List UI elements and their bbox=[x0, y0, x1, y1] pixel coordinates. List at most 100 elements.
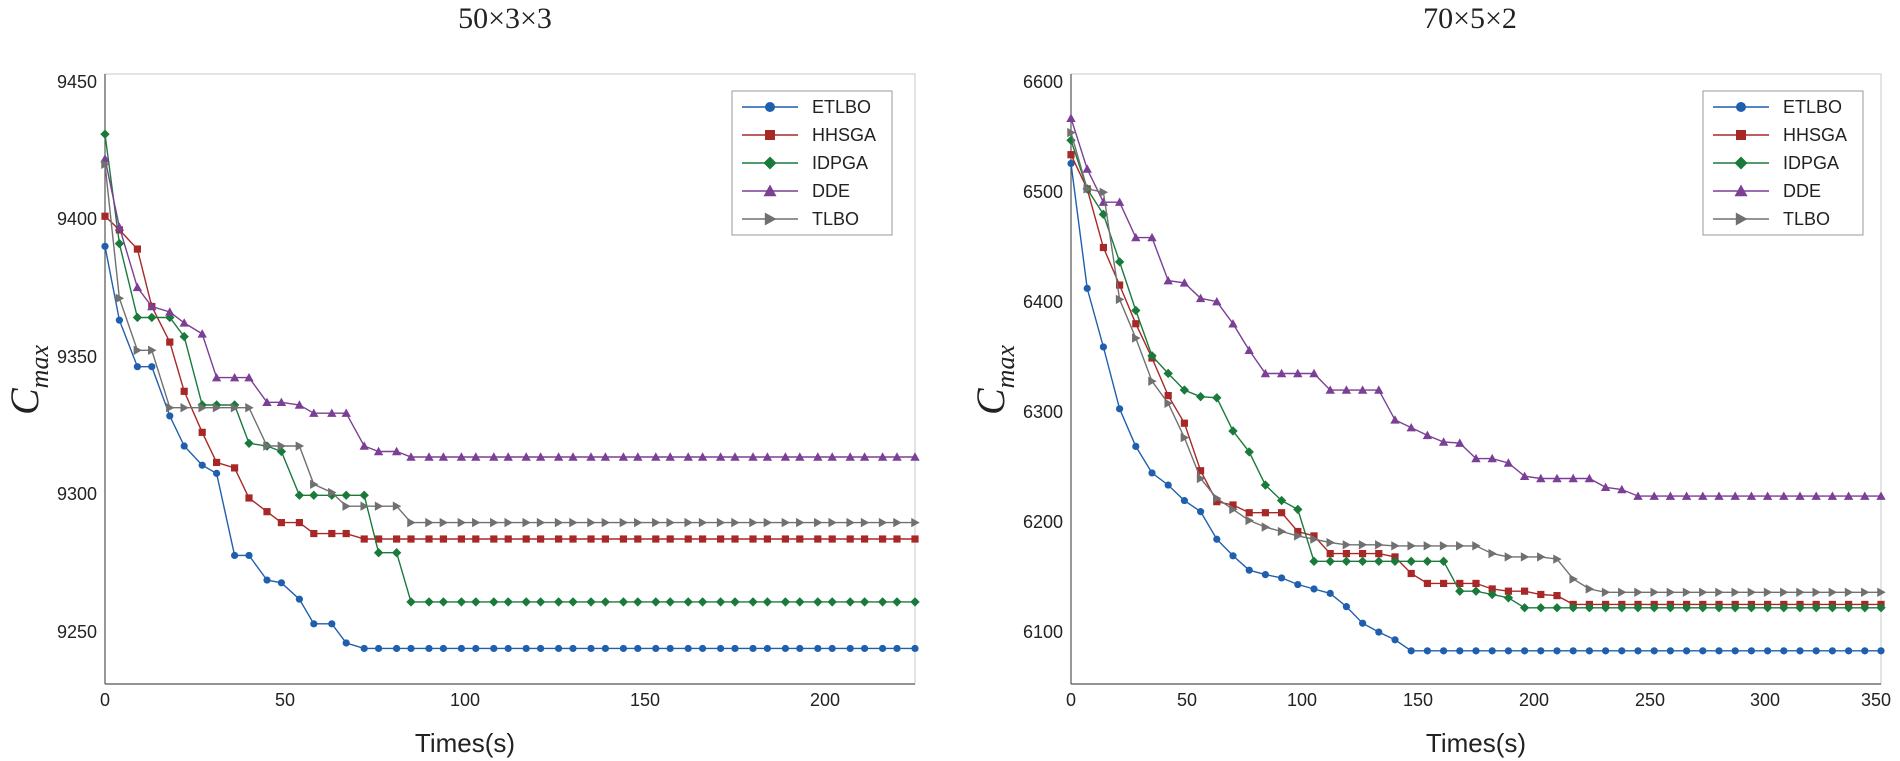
chart-1-series-tlbo-point bbox=[796, 517, 805, 528]
chart-1-series-hhsga-point bbox=[763, 535, 771, 543]
chart-1-series-hhsga-point bbox=[717, 535, 725, 543]
chart-2-series-tlbo-point bbox=[1456, 541, 1465, 551]
chart-2-series-dde-point bbox=[1260, 368, 1271, 378]
chart-2-series-etlbo-point bbox=[1116, 405, 1124, 413]
chart-1-series-etlbo-point bbox=[619, 644, 628, 653]
chart-1-series-dde-point bbox=[877, 452, 888, 461]
chart-1-series-tlbo-point bbox=[101, 159, 110, 169]
chart-1-series-etlbo-point bbox=[245, 551, 253, 560]
chart-1-series-idpga-point bbox=[244, 438, 254, 448]
chart-2-series-idpga-point bbox=[1568, 603, 1578, 613]
chart-2-series-hhsga-point bbox=[1229, 501, 1237, 509]
chart-2-series-dde-point bbox=[1309, 368, 1319, 378]
chart-1-series-idpga-point bbox=[489, 597, 499, 607]
chart-2-series-tlbo-point bbox=[1715, 587, 1724, 597]
chart-1-legend-label-dde: DDE bbox=[812, 181, 850, 201]
chart-1-series-dde-point bbox=[618, 452, 629, 461]
chart-1-series-idpga-point bbox=[553, 597, 564, 607]
chart-2-series-hhsga-point bbox=[1294, 527, 1302, 536]
chart-2-series-dde-point bbox=[1276, 368, 1287, 378]
chart-2-series-dde-point bbox=[1762, 491, 1773, 500]
chart-1-series-idpga-point bbox=[147, 312, 157, 323]
chart-2-series-tlbo-point bbox=[1132, 333, 1141, 343]
chart-1-y-axis-label-main: C bbox=[2, 387, 47, 415]
chart-2-series-etlbo-point bbox=[1780, 647, 1788, 655]
chart-2-series-tlbo-point bbox=[1601, 587, 1611, 597]
chart-2-y-axis-label-sub: max bbox=[991, 345, 1020, 389]
chart-2-series-hhsga-point bbox=[1180, 419, 1188, 427]
chart-1-series-etlbo-point bbox=[684, 644, 692, 653]
chart-1-xtick-150: 150 bbox=[630, 690, 660, 710]
chart-1-series-dde-point bbox=[327, 408, 337, 417]
chart-1-series-dde-point bbox=[827, 452, 837, 461]
chart-1-series-tlbo-point bbox=[148, 345, 157, 355]
chart-2-series-tlbo-point bbox=[1342, 540, 1352, 550]
chart-1-series-etlbo-point bbox=[213, 469, 221, 477]
chart-1-series-tlbo-point bbox=[277, 441, 287, 451]
chart-1-series-tlbo-point bbox=[328, 487, 337, 498]
chart-1-series-tlbo-point bbox=[911, 517, 920, 528]
chart-1-series-dde-point bbox=[535, 452, 546, 461]
chart-2-series-idpga-point bbox=[1698, 603, 1708, 613]
chart-1-series-etlbo-point bbox=[861, 644, 869, 653]
chart-2-series-etlbo-point bbox=[1375, 628, 1383, 636]
chart-2-series-etlbo-point bbox=[1213, 535, 1221, 543]
chart-1-series-tlbo-point bbox=[684, 517, 693, 528]
chart-2-series-idpga bbox=[1066, 135, 1886, 613]
chart-2-series-etlbo-point bbox=[1440, 647, 1448, 655]
chart-2-series-idpga-point bbox=[1714, 603, 1724, 613]
chart-1-series-etlbo-point bbox=[587, 644, 595, 653]
chart-1-series-tlbo-point bbox=[310, 479, 319, 489]
chart-1-series-tlbo-point bbox=[472, 517, 481, 528]
chart-2-series-idpga-point bbox=[1098, 209, 1109, 220]
chart-2: 70×5×2 6100 6200 6300 6400 6500 6600 0 5… bbox=[968, 2, 1891, 758]
chart-1-series-etlbo-point bbox=[180, 442, 188, 450]
chart-2-xtick-50: 50 bbox=[1177, 690, 1197, 710]
chart-1-ytick-9300: 9300 bbox=[57, 484, 97, 504]
chart-2-series-hhsga-point bbox=[1197, 467, 1205, 475]
chart-2-series-idpga-point bbox=[1228, 426, 1238, 436]
chart-1: 50×3×3 9250 9300 9350 9400 9450 0 50 100… bbox=[2, 2, 920, 758]
chart-2-series-dde-point bbox=[1503, 458, 1514, 467]
chart-1-series-idpga-point bbox=[568, 597, 578, 607]
chart-1-series-etlbo-point bbox=[846, 644, 854, 653]
chart-2-series-tlbo-point bbox=[1682, 587, 1692, 597]
chart-2-series-tlbo-point bbox=[1099, 187, 1109, 197]
chart-1-ytick-9450: 9450 bbox=[57, 72, 97, 92]
chart-2-series-layer bbox=[1066, 113, 1886, 655]
chart-2-series-dde-point bbox=[1681, 491, 1692, 500]
chart-2-series-dde-point bbox=[1406, 422, 1416, 432]
chart-2-series-dde-point bbox=[1876, 491, 1886, 500]
chart-2-series-etlbo-point bbox=[1197, 508, 1205, 516]
chart-2-series-tlbo-point bbox=[1877, 587, 1886, 597]
chart-1-series-etlbo-point bbox=[277, 579, 285, 587]
chart-2-series-etlbo-point bbox=[1683, 647, 1691, 655]
chart-2-series-idpga-point bbox=[1066, 135, 1076, 145]
chart-1-xtick-0: 0 bbox=[100, 690, 110, 710]
chart-1-series-hhsga-point bbox=[828, 535, 836, 543]
chart-1-series-idpga-point bbox=[762, 597, 773, 607]
chart-2-series-tlbo-point bbox=[1844, 587, 1854, 597]
chart-1-series-hhsga-point bbox=[360, 535, 368, 543]
chart-2-series-etlbo-point bbox=[1488, 647, 1496, 655]
chart-2-series-idpga-point bbox=[1795, 603, 1805, 613]
chart-1-series-idpga-point bbox=[341, 490, 351, 500]
chart-1-series-idpga-point bbox=[132, 312, 143, 323]
chart-1-series-dde-point bbox=[294, 400, 305, 409]
chart-2-series-tlbo-point bbox=[1294, 531, 1303, 541]
chart-1-series-dde-point bbox=[910, 452, 920, 461]
chart-1-series-dde-point bbox=[633, 452, 643, 461]
chart-1-ytick-9350: 9350 bbox=[57, 347, 97, 367]
chart-2-series-etlbo-point bbox=[1537, 647, 1545, 655]
chart-1-title: 50×3×3 bbox=[458, 2, 552, 35]
chart-1-legend-label-tlbo: TLBO bbox=[812, 209, 859, 229]
chart-2-series-tlbo-point bbox=[1504, 552, 1514, 562]
chart-2-series-dde-point bbox=[1665, 491, 1676, 500]
chart-2-series-etlbo-point bbox=[1148, 469, 1156, 477]
chart-1-series-idpga-point bbox=[276, 446, 287, 457]
chart-2-series-hhsga-point bbox=[1342, 550, 1350, 558]
chart-1-series-tlbo-point bbox=[295, 441, 305, 451]
chart-2-series-etlbo-point bbox=[1634, 647, 1642, 655]
chart-1-series-tlbo-point bbox=[601, 517, 611, 528]
chart-1-series-hhsga-point bbox=[133, 245, 141, 253]
